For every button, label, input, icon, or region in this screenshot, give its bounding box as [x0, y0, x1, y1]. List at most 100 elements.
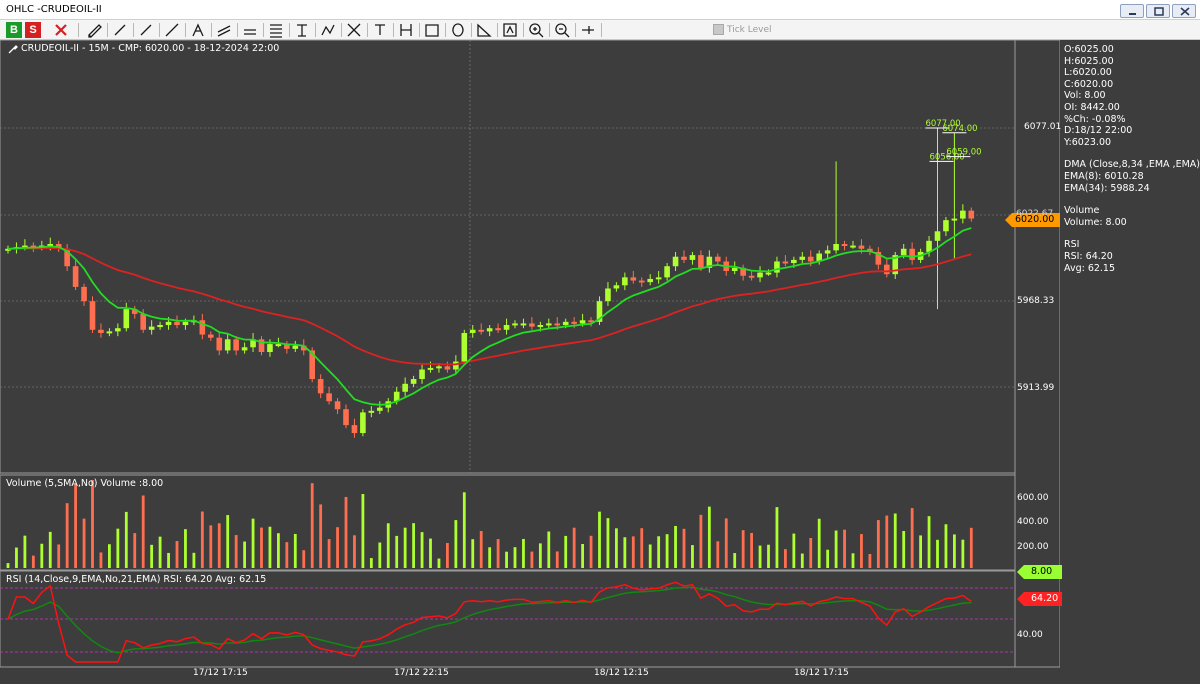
rectangle-tool-button[interactable]	[423, 22, 441, 38]
ohlc-line: O:6025.00	[1064, 44, 1114, 55]
candle-body	[360, 412, 366, 434]
candle-body	[562, 321, 569, 326]
volume-bar	[108, 544, 111, 568]
volume-bar	[462, 492, 466, 568]
channel-tool-button[interactable]	[215, 22, 233, 38]
fork-tool-button[interactable]	[189, 22, 207, 38]
tick-level-checkbox[interactable]	[713, 24, 724, 35]
triangle-tool-button[interactable]	[475, 22, 493, 38]
candle-body	[258, 339, 265, 353]
volume-bar	[437, 558, 441, 568]
ohlc-readout: O:6025.00 H:6025.00 L:6020.00 C:6020.00 Vol:…	[1064, 44, 1200, 148]
volume-bar	[564, 535, 568, 568]
volume-bar	[927, 516, 931, 568]
zigzag-icon	[321, 24, 335, 36]
auto-tool-button[interactable]	[501, 22, 519, 38]
toolbar-divider	[523, 23, 524, 37]
volume-tag-value: 8.00	[1031, 566, 1053, 577]
candle-body	[317, 379, 324, 394]
rsi-average-line	[7, 586, 972, 654]
text-tool-button[interactable]	[293, 22, 311, 38]
volume-bar	[48, 531, 52, 568]
trendline-tool-button[interactable]	[111, 22, 129, 38]
price-tick-hidden: 6022.67	[1016, 209, 1054, 219]
volume-bar	[251, 518, 255, 568]
zoom-out-tool-button[interactable]	[553, 22, 571, 38]
candle-body	[807, 256, 814, 262]
volume-bar	[885, 515, 889, 568]
close-tool-button[interactable]	[52, 22, 70, 38]
candle-body	[115, 328, 121, 332]
candle-body	[774, 261, 780, 273]
volume-bar	[775, 507, 779, 568]
volume-bar	[319, 504, 323, 568]
candle-body	[368, 410, 375, 413]
candle-body	[461, 332, 468, 362]
candle-body	[326, 393, 332, 402]
candle-body	[469, 329, 476, 333]
volume-bar	[792, 533, 796, 568]
volume-bar	[471, 539, 475, 568]
time-label: 17/12 22:15	[394, 668, 449, 678]
candle-body	[292, 345, 299, 349]
ray-tool-button[interactable]	[137, 22, 155, 38]
chart-area[interactable]: 6077.00 6056.00 6074.00 6059.00 CRUDEOIL-II…	[0, 40, 1200, 684]
fibonacci-tool-button[interactable]	[267, 22, 285, 38]
candle-body	[309, 350, 315, 380]
pin-tool-button[interactable]	[579, 22, 597, 38]
segment-tool-button[interactable]	[163, 22, 181, 38]
volume-bar	[716, 541, 720, 568]
toolbar-divider	[471, 23, 472, 37]
maximize-button[interactable]	[1146, 4, 1170, 18]
candle-body	[503, 325, 510, 330]
zoom-in-tool-button[interactable]	[527, 22, 545, 38]
rsi-tag-value: 64.20	[1031, 593, 1059, 604]
price-tag-shape	[1005, 213, 1060, 227]
close-window-button[interactable]	[1172, 4, 1196, 18]
candle-body	[334, 401, 341, 410]
candle-body	[757, 272, 763, 278]
chart-canvas[interactable]: 6077.00 6056.00 6074.00 6059.00	[0, 40, 1200, 684]
annotation-label: 6056.00	[930, 152, 965, 162]
sell-button[interactable]: S	[25, 22, 41, 38]
volume-bar	[860, 534, 863, 568]
label-tool-button[interactable]	[371, 22, 389, 38]
hline-tool-button[interactable]	[241, 22, 259, 38]
volume-bar	[657, 536, 661, 568]
close-window-icon	[1180, 7, 1190, 16]
period-tool-button[interactable]	[397, 22, 415, 38]
candle-body	[157, 325, 163, 328]
toolbar-divider	[549, 23, 550, 37]
volume-bar	[581, 543, 584, 568]
candle-body	[884, 264, 890, 275]
candle-body	[241, 347, 248, 351]
data-window: O:6025.00 H:6025.00 L:6020.00 C:6020.00 Vol:…	[1064, 44, 1200, 274]
volume-bar	[167, 552, 170, 568]
buy-button[interactable]: B	[6, 22, 22, 38]
volume-bar	[707, 506, 711, 568]
volume-bar	[496, 539, 500, 568]
dma-readout: DMA (Close,8,34 ,EMA ,EMA) EMA(8): 6010.2…	[1064, 159, 1200, 194]
candle-body	[850, 245, 856, 248]
volume-tick-200: 200.00	[1017, 542, 1049, 552]
rsi-line: Avg: 62.15	[1064, 262, 1116, 274]
volume-bar	[99, 552, 103, 568]
zigzag-tool-button[interactable]	[319, 22, 337, 38]
volume-bar	[175, 541, 179, 568]
minimize-button[interactable]	[1120, 4, 1144, 18]
candle-body	[81, 286, 87, 302]
volume-bar	[479, 531, 483, 568]
volume-bar	[615, 528, 618, 568]
volume-bar	[403, 527, 407, 568]
volume-bar	[192, 552, 196, 568]
period-icon	[400, 24, 412, 36]
candle-body	[444, 366, 451, 370]
candle-body	[841, 243, 848, 246]
volume-bar	[57, 544, 61, 568]
gann-tool-button[interactable]	[345, 22, 363, 38]
volume-bar	[640, 528, 644, 568]
ohlc-line: Y:6023.00	[1064, 136, 1112, 148]
draw-tool-button[interactable]	[85, 22, 103, 38]
volume-bar	[699, 514, 703, 568]
ellipse-tool-button[interactable]	[449, 22, 467, 38]
